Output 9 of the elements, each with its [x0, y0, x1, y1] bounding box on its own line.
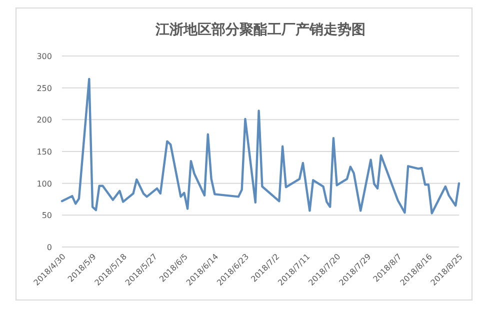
y-tick-label: 200 [36, 116, 52, 125]
y-tick-label: 150 [36, 148, 52, 156]
line-series [60, 78, 460, 214]
chart-title: 江浙地区部分聚酯工厂产销走势图 [154, 21, 366, 38]
y-tick-label: 50 [42, 211, 52, 220]
y-tick-label: 300 [36, 52, 52, 61]
y-tick-label: 250 [36, 84, 52, 93]
y-tick-label: 0 [46, 243, 52, 252]
y-tick-label: 100 [36, 179, 52, 188]
